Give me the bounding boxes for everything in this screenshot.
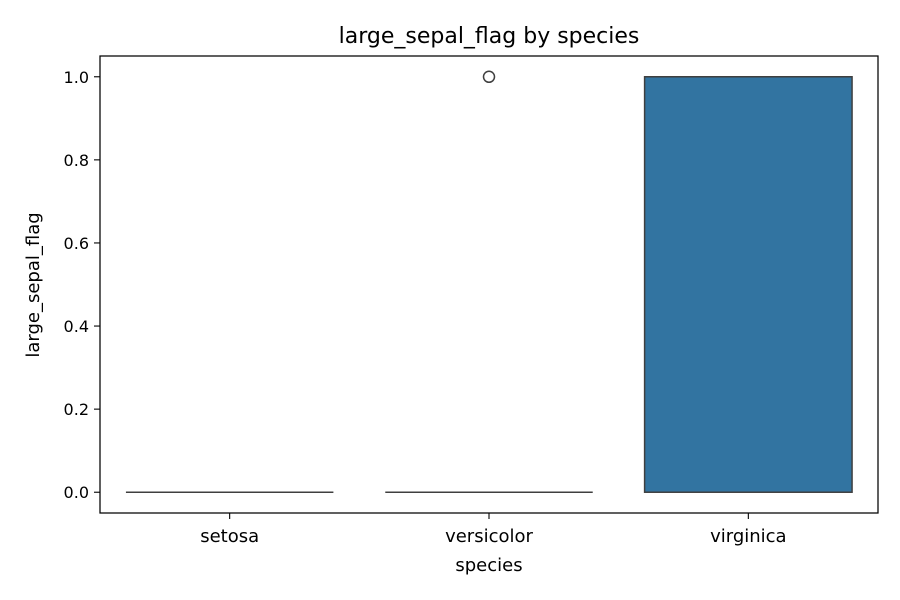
x-tick-label: virginica (710, 526, 787, 547)
y-tick-label: 0.0 (64, 483, 89, 502)
box-body (643, 76, 853, 493)
plot-area (125, 70, 853, 493)
box-versicolor (385, 70, 593, 493)
y-tick-label: 0.2 (64, 400, 89, 419)
y-tick-label: 0.6 (64, 234, 89, 253)
chart-title: large_sepal_flag by species (339, 24, 640, 49)
x-axis: setosa versicolor virginica (200, 513, 787, 547)
x-axis-label: species (455, 555, 522, 576)
y-axis-label: large_sepal_flag (23, 212, 44, 357)
y-tick-label: 1.0 (64, 68, 89, 87)
y-axis: 0.0 0.2 0.4 0.6 0.8 1.0 (64, 68, 100, 502)
y-tick-label: 0.4 (64, 317, 89, 336)
x-tick-label: setosa (200, 526, 259, 547)
box-virginica (643, 76, 853, 493)
y-tick-label: 0.8 (64, 151, 89, 170)
x-tick-label: versicolor (445, 526, 533, 547)
outlier-point (482, 70, 496, 84)
